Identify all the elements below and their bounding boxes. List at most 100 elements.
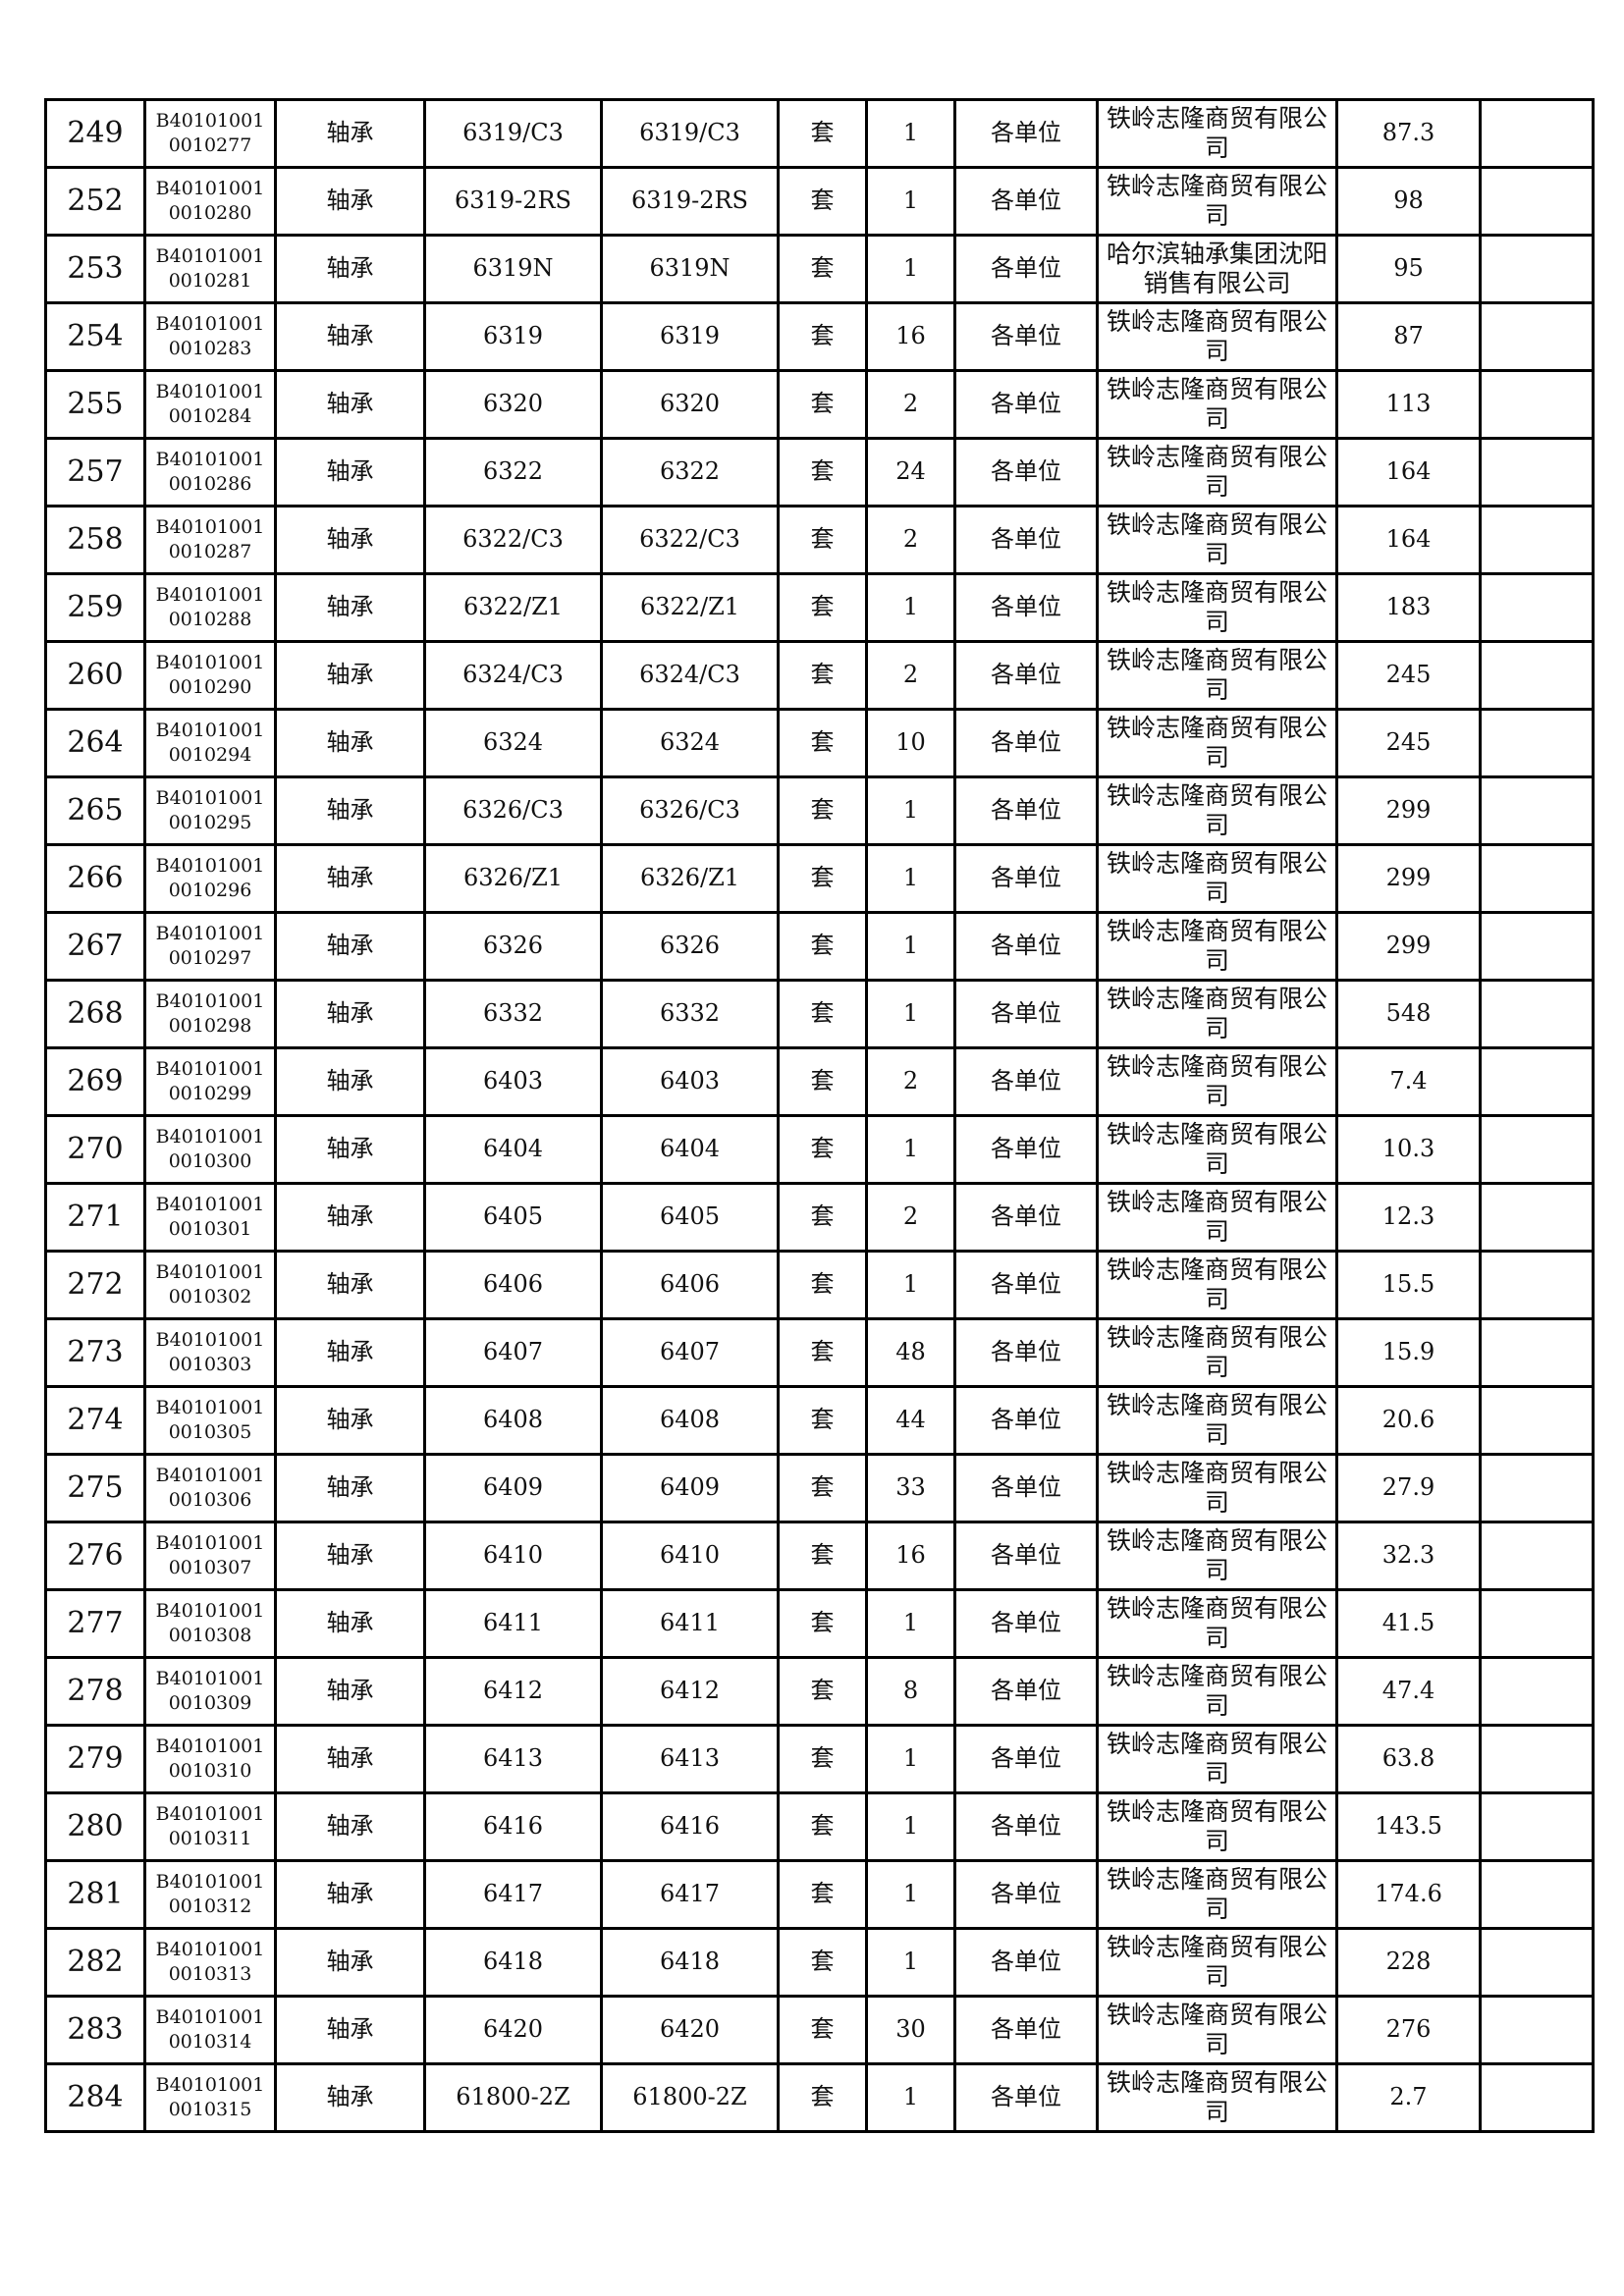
- cell-department: 各单位: [953, 775, 1099, 846]
- cell-unit: 套: [777, 1791, 868, 1862]
- cell-quantity: 44: [865, 1385, 956, 1456]
- cell-quantity: 2: [865, 369, 956, 440]
- cell-supplier: 铁岭志隆商贸有限公司: [1096, 775, 1338, 846]
- cell-specification: 6418: [423, 1927, 603, 1998]
- table-row: 276 B401010010010307 轴承 6410 6410 套 16 各单位 铁岭志隆商…: [44, 1521, 1595, 1591]
- cell-unit-price: 164: [1335, 505, 1482, 575]
- cell-material-code: B401010010010281: [143, 234, 277, 304]
- cell-row-number: 268: [44, 979, 146, 1049]
- cell-item-name: 轴承: [274, 640, 426, 711]
- cell-department: 各单位: [953, 98, 1099, 169]
- cell-specification: 6332: [423, 979, 603, 1049]
- cell-item-name: 轴承: [274, 708, 426, 778]
- cell-unit-price: 7.4: [1335, 1046, 1482, 1117]
- cell-remarks: [1479, 1724, 1595, 1794]
- cell-specification: 6410: [423, 1521, 603, 1591]
- cell-item-name: 轴承: [274, 234, 426, 304]
- cell-model: 6409: [600, 1453, 780, 1523]
- cell-material-code: B401010010010310: [143, 1724, 277, 1794]
- cell-item-name: 轴承: [274, 775, 426, 846]
- cell-specification: 6403: [423, 1046, 603, 1117]
- cell-quantity: 1: [865, 166, 956, 237]
- cell-specification: 6320: [423, 369, 603, 440]
- table-row: 258 B401010010010287 轴承 6322/C3 6322/C3 套 2 各单位…: [44, 505, 1595, 575]
- cell-material-code: B401010010010297: [143, 911, 277, 982]
- table-row: 268 B401010010010298 轴承 6332 6332 套 1 各单位 铁岭志隆商贸…: [44, 979, 1595, 1049]
- cell-department: 各单位: [953, 301, 1099, 372]
- cell-supplier: 铁岭志隆商贸有限公司: [1096, 1317, 1338, 1388]
- cell-unit: 套: [777, 1859, 868, 1930]
- cell-model: 6418: [600, 1927, 780, 1998]
- cell-department: 各单位: [953, 166, 1099, 237]
- table-row: 273 B401010010010303 轴承 6407 6407 套 48 各单位 铁岭志隆商…: [44, 1317, 1595, 1388]
- cell-material-code: B401010010010280: [143, 166, 277, 237]
- cell-specification: 6324/C3: [423, 640, 603, 711]
- cell-quantity: 1: [865, 1927, 956, 1998]
- cell-department: 各单位: [953, 234, 1099, 304]
- cell-department: 各单位: [953, 1724, 1099, 1794]
- cell-material-code: B401010010010301: [143, 1182, 277, 1253]
- cell-model: 6413: [600, 1724, 780, 1794]
- cell-specification: 6322/Z1: [423, 572, 603, 643]
- cell-supplier: 铁岭志隆商贸有限公司: [1096, 911, 1338, 982]
- cell-unit: 套: [777, 1385, 868, 1456]
- cell-item-name: 轴承: [274, 1046, 426, 1117]
- cell-remarks: [1479, 1859, 1595, 1930]
- cell-item-name: 轴承: [274, 1859, 426, 1930]
- cell-supplier: 铁岭志隆商贸有限公司: [1096, 166, 1338, 237]
- cell-unit: 套: [777, 2062, 868, 2133]
- cell-model: 6326: [600, 911, 780, 982]
- cell-specification: 6409: [423, 1453, 603, 1523]
- cell-unit: 套: [777, 505, 868, 575]
- table-row: 260 B401010010010290 轴承 6324/C3 6324/C3 套 2 各单位…: [44, 640, 1595, 711]
- cell-unit-price: 113: [1335, 369, 1482, 440]
- cell-row-number: 249: [44, 98, 146, 169]
- cell-unit-price: 47.4: [1335, 1656, 1482, 1727]
- cell-unit-price: 548: [1335, 979, 1482, 1049]
- cell-remarks: [1479, 775, 1595, 846]
- cell-row-number: 274: [44, 1385, 146, 1456]
- cell-row-number: 267: [44, 911, 146, 982]
- cell-remarks: [1479, 572, 1595, 643]
- cell-quantity: 30: [865, 1995, 956, 2065]
- cell-unit-price: 98: [1335, 166, 1482, 237]
- cell-model: 6405: [600, 1182, 780, 1253]
- cell-specification: 6412: [423, 1656, 603, 1727]
- cell-material-code: B401010010010305: [143, 1385, 277, 1456]
- table-row: 257 B401010010010286 轴承 6322 6322 套 24 各单位 铁岭志隆商…: [44, 437, 1595, 507]
- cell-department: 各单位: [953, 1317, 1099, 1388]
- cell-row-number: 281: [44, 1859, 146, 1930]
- cell-model: 6416: [600, 1791, 780, 1862]
- cell-row-number: 277: [44, 1588, 146, 1659]
- cell-supplier: 铁岭志隆商贸有限公司: [1096, 843, 1338, 914]
- cell-supplier: 铁岭志隆商贸有限公司: [1096, 1250, 1338, 1320]
- cell-material-code: B401010010010312: [143, 1859, 277, 1930]
- cell-supplier: 铁岭志隆商贸有限公司: [1096, 1656, 1338, 1727]
- cell-unit-price: 63.8: [1335, 1724, 1482, 1794]
- cell-supplier: 铁岭志隆商贸有限公司: [1096, 708, 1338, 778]
- cell-department: 各单位: [953, 1114, 1099, 1185]
- cell-unit: 套: [777, 369, 868, 440]
- table-row: 255 B401010010010284 轴承 6320 6320 套 2 各单位 铁岭志隆商贸…: [44, 369, 1595, 440]
- cell-unit-price: 2.7: [1335, 2062, 1482, 2133]
- cell-unit: 套: [777, 1046, 868, 1117]
- cell-department: 各单位: [953, 1859, 1099, 1930]
- cell-supplier: 铁岭志隆商贸有限公司: [1096, 369, 1338, 440]
- cell-item-name: 轴承: [274, 1521, 426, 1591]
- cell-supplier: 铁岭志隆商贸有限公司: [1096, 437, 1338, 507]
- cell-row-number: 284: [44, 2062, 146, 2133]
- cell-supplier: 铁岭志隆商贸有限公司: [1096, 1927, 1338, 1998]
- cell-row-number: 273: [44, 1317, 146, 1388]
- cell-specification: 6326/C3: [423, 775, 603, 846]
- bearing-price-table: 249 B401010010010277 轴承 6319/C3 6319/C3 套 1 各单位…: [44, 98, 1595, 2133]
- cell-unit: 套: [777, 1453, 868, 1523]
- cell-item-name: 轴承: [274, 2062, 426, 2133]
- cell-unit-price: 299: [1335, 843, 1482, 914]
- cell-supplier: 铁岭志隆商贸有限公司: [1096, 572, 1338, 643]
- cell-remarks: [1479, 1995, 1595, 2065]
- cell-department: 各单位: [953, 1046, 1099, 1117]
- cell-material-code: B401010010010313: [143, 1927, 277, 1998]
- cell-specification: 6319-2RS: [423, 166, 603, 237]
- cell-model: 6322/Z1: [600, 572, 780, 643]
- table-row: 275 B401010010010306 轴承 6409 6409 套 33 各单位 铁岭志隆商…: [44, 1453, 1595, 1523]
